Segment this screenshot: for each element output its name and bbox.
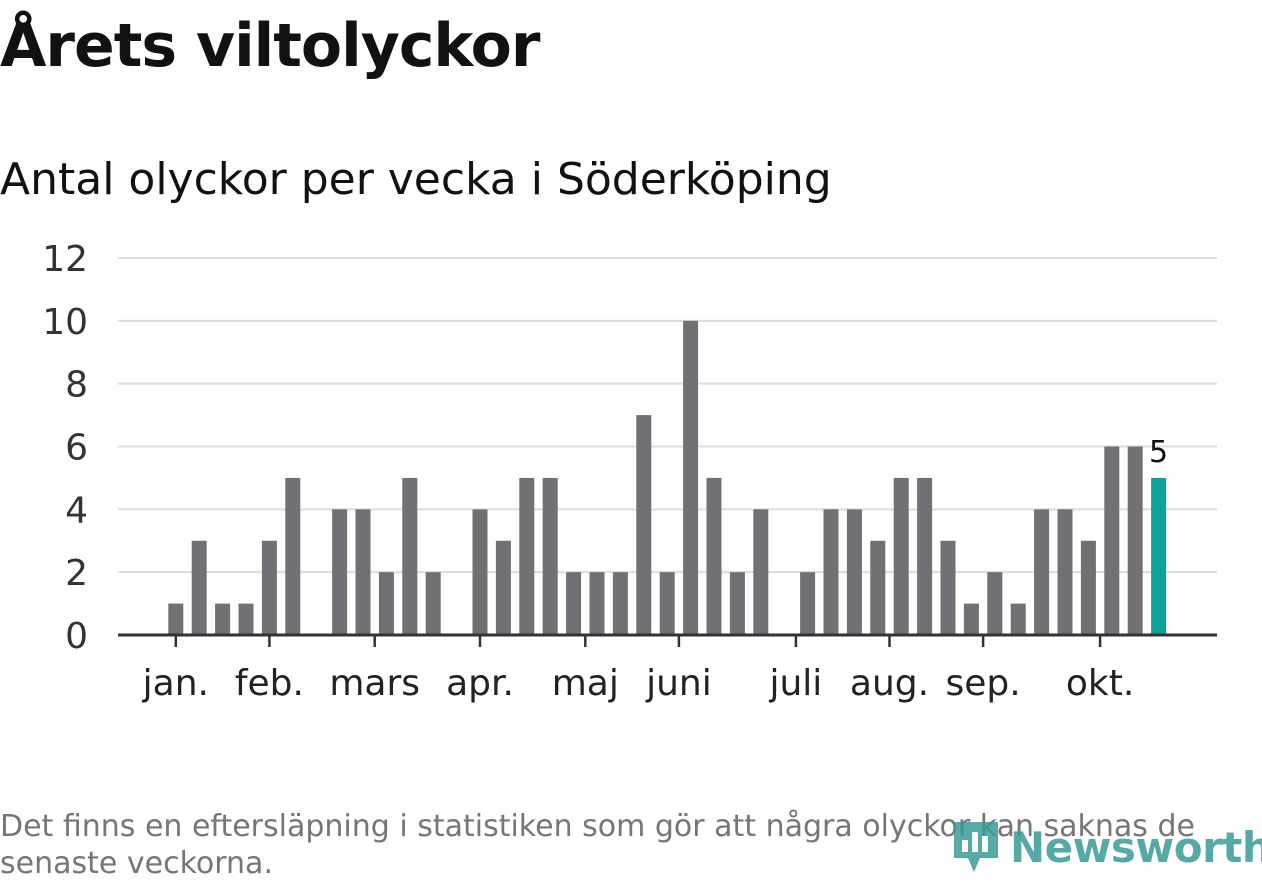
gridlines bbox=[118, 257, 1217, 574]
bar bbox=[495, 540, 511, 635]
bar bbox=[589, 572, 605, 635]
x-tick-label: juli bbox=[768, 663, 822, 704]
x-tick-label: apr. bbox=[446, 663, 514, 704]
x-tick-label: okt. bbox=[1066, 663, 1134, 704]
newsworthy-logo: Newsworthy bbox=[950, 818, 1262, 876]
bar bbox=[823, 509, 839, 635]
bar bbox=[659, 572, 675, 635]
bar bbox=[168, 603, 184, 635]
x-tick-label: sep. bbox=[945, 663, 1020, 704]
y-tick-label: 6 bbox=[65, 428, 88, 469]
bar bbox=[753, 509, 769, 635]
bar bbox=[1080, 540, 1096, 635]
y-axis-ticks: 0 2 4 6 8 10 12 bbox=[42, 239, 88, 657]
bar-chart: 0 2 4 6 8 10 12 jan. feb. mars apr. maj juni juli aug… bbox=[42, 239, 1217, 704]
bar bbox=[846, 509, 862, 635]
bar bbox=[706, 477, 722, 635]
bar bbox=[402, 477, 418, 635]
data-labels: 5 bbox=[1149, 435, 1168, 470]
bar bbox=[566, 572, 582, 635]
x-tick-label: maj bbox=[552, 663, 619, 704]
y-tick-label: 4 bbox=[65, 490, 88, 531]
bar bbox=[238, 603, 254, 635]
highlight-value-label: 5 bbox=[1149, 435, 1168, 470]
bar bbox=[542, 477, 558, 635]
bar bbox=[285, 477, 301, 635]
bar bbox=[1034, 509, 1050, 635]
chart-subtitle: Antal olyckor per vecka i Söderköping bbox=[0, 154, 832, 205]
bar bbox=[940, 540, 956, 635]
bar bbox=[917, 477, 933, 635]
bar bbox=[191, 540, 207, 635]
bar bbox=[729, 572, 745, 635]
x-tick-label: aug. bbox=[850, 663, 929, 704]
y-tick-label: 2 bbox=[65, 553, 88, 594]
bar bbox=[378, 572, 394, 635]
bar bbox=[332, 509, 348, 635]
bar bbox=[683, 320, 699, 635]
bar bbox=[1151, 477, 1167, 635]
bar bbox=[987, 572, 1003, 635]
bar bbox=[355, 509, 371, 635]
y-tick-label: 0 bbox=[65, 616, 88, 657]
bars bbox=[168, 320, 1167, 635]
bar bbox=[893, 477, 909, 635]
bar bbox=[800, 572, 816, 635]
bar bbox=[636, 415, 652, 635]
bar bbox=[870, 540, 886, 635]
bar bbox=[472, 509, 488, 635]
x-axis: jan. feb. mars apr. maj juni juli aug. sep. okt. bbox=[118, 633, 1217, 704]
bar bbox=[519, 477, 535, 635]
y-tick-label: 12 bbox=[42, 239, 88, 280]
y-tick-label: 10 bbox=[42, 302, 88, 343]
y-tick-label: 8 bbox=[65, 365, 88, 406]
bar bbox=[1057, 509, 1073, 635]
bar bbox=[1127, 446, 1143, 635]
x-tick-label: feb. bbox=[235, 663, 304, 704]
newsworthy-logo-icon bbox=[954, 822, 998, 872]
newsworthy-logo-text: Newsworthy bbox=[1010, 822, 1262, 872]
bar bbox=[963, 603, 979, 635]
bar bbox=[425, 572, 441, 635]
x-tick-label: mars bbox=[329, 663, 420, 704]
x-tick-label: jan. bbox=[142, 663, 209, 704]
chart-title: Årets viltolyckor bbox=[0, 11, 540, 81]
bar bbox=[612, 572, 628, 635]
bar bbox=[215, 603, 231, 635]
bar bbox=[1104, 446, 1120, 635]
bar bbox=[1010, 603, 1026, 635]
bar bbox=[261, 540, 277, 635]
x-tick-label: juni bbox=[645, 663, 712, 704]
